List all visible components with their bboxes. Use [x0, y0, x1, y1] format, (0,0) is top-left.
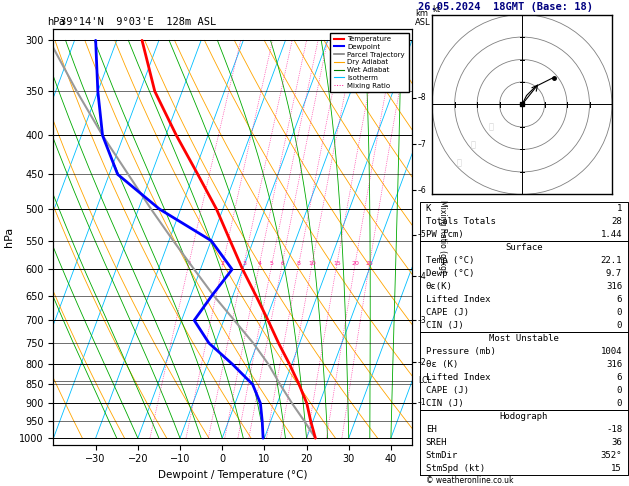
Text: Dewp (°C): Dewp (°C) — [426, 269, 474, 278]
Text: 9.7: 9.7 — [606, 269, 622, 278]
Text: CIN (J): CIN (J) — [426, 321, 464, 330]
Text: Lifted Index: Lifted Index — [426, 373, 491, 382]
Text: Most Unstable: Most Unstable — [489, 334, 559, 343]
Text: 6: 6 — [281, 261, 284, 266]
Text: CAPE (J): CAPE (J) — [426, 308, 469, 317]
Text: kt: kt — [432, 5, 440, 14]
Text: 25: 25 — [365, 261, 374, 266]
Text: 352°: 352° — [601, 451, 622, 460]
Text: 8: 8 — [297, 261, 301, 266]
Text: –8: –8 — [418, 93, 426, 103]
Text: km
ASL: km ASL — [415, 9, 431, 27]
Text: 2: 2 — [221, 261, 225, 266]
Text: Surface: Surface — [505, 243, 543, 252]
Text: 0: 0 — [616, 386, 622, 395]
Text: 15: 15 — [333, 261, 341, 266]
Text: 1: 1 — [187, 261, 191, 266]
Text: 6: 6 — [616, 373, 622, 382]
Text: 4: 4 — [257, 261, 262, 266]
Text: Hodograph: Hodograph — [500, 412, 548, 421]
Text: 3: 3 — [242, 261, 246, 266]
Text: StmDir: StmDir — [426, 451, 458, 460]
Text: 10: 10 — [308, 261, 316, 266]
Text: –4: –4 — [418, 272, 426, 281]
Text: 0: 0 — [616, 321, 622, 330]
Text: LCL: LCL — [418, 376, 432, 385]
Text: 1: 1 — [616, 204, 622, 213]
Text: θε (K): θε (K) — [426, 360, 458, 369]
Text: ⚹: ⚹ — [457, 158, 462, 168]
Text: –7: –7 — [418, 140, 426, 149]
Text: 22.1: 22.1 — [601, 256, 622, 265]
Text: 0: 0 — [616, 399, 622, 408]
Text: StmSpd (kt): StmSpd (kt) — [426, 464, 485, 473]
Text: –6: –6 — [418, 186, 426, 194]
Y-axis label: hPa: hPa — [4, 227, 14, 247]
Text: Totals Totals: Totals Totals — [426, 217, 496, 226]
Text: θε(K): θε(K) — [426, 282, 453, 291]
Text: 20: 20 — [351, 261, 359, 266]
Text: CIN (J): CIN (J) — [426, 399, 464, 408]
Text: 316: 316 — [606, 360, 622, 369]
Text: –5: –5 — [418, 230, 426, 239]
Legend: Temperature, Dewpoint, Parcel Trajectory, Dry Adiabat, Wet Adiabat, Isotherm, Mi: Temperature, Dewpoint, Parcel Trajectory… — [330, 33, 408, 92]
Y-axis label: Mixing Ratio (g/kg): Mixing Ratio (g/kg) — [438, 200, 447, 274]
Text: 0: 0 — [616, 308, 622, 317]
Text: 6: 6 — [616, 295, 622, 304]
Text: EH: EH — [426, 425, 437, 434]
Text: 316: 316 — [606, 282, 622, 291]
Text: 28: 28 — [611, 217, 622, 226]
Text: K: K — [426, 204, 431, 213]
Text: 36: 36 — [611, 438, 622, 447]
Text: –2: –2 — [418, 358, 426, 367]
Text: ⚹: ⚹ — [488, 122, 493, 132]
X-axis label: Dewpoint / Temperature (°C): Dewpoint / Temperature (°C) — [158, 470, 308, 480]
Text: 1004: 1004 — [601, 347, 622, 356]
Text: 26.05.2024  18GMT (Base: 18): 26.05.2024 18GMT (Base: 18) — [418, 2, 593, 12]
Text: ⚹: ⚹ — [470, 140, 475, 150]
Text: Temp (°C): Temp (°C) — [426, 256, 474, 265]
Text: -18: -18 — [606, 425, 622, 434]
Text: SREH: SREH — [426, 438, 447, 447]
Text: 39°14'N  9°03'E  128m ASL: 39°14'N 9°03'E 128m ASL — [60, 17, 216, 27]
Text: –3: –3 — [418, 316, 426, 325]
Text: PW (cm): PW (cm) — [426, 230, 464, 239]
Text: CAPE (J): CAPE (J) — [426, 386, 469, 395]
Text: 1.44: 1.44 — [601, 230, 622, 239]
Text: hPa: hPa — [47, 17, 65, 27]
Text: –1: –1 — [418, 398, 426, 407]
Text: 15: 15 — [611, 464, 622, 473]
Text: 5: 5 — [270, 261, 274, 266]
Text: © weatheronline.co.uk: © weatheronline.co.uk — [426, 476, 513, 485]
Text: Pressure (mb): Pressure (mb) — [426, 347, 496, 356]
Text: Lifted Index: Lifted Index — [426, 295, 491, 304]
